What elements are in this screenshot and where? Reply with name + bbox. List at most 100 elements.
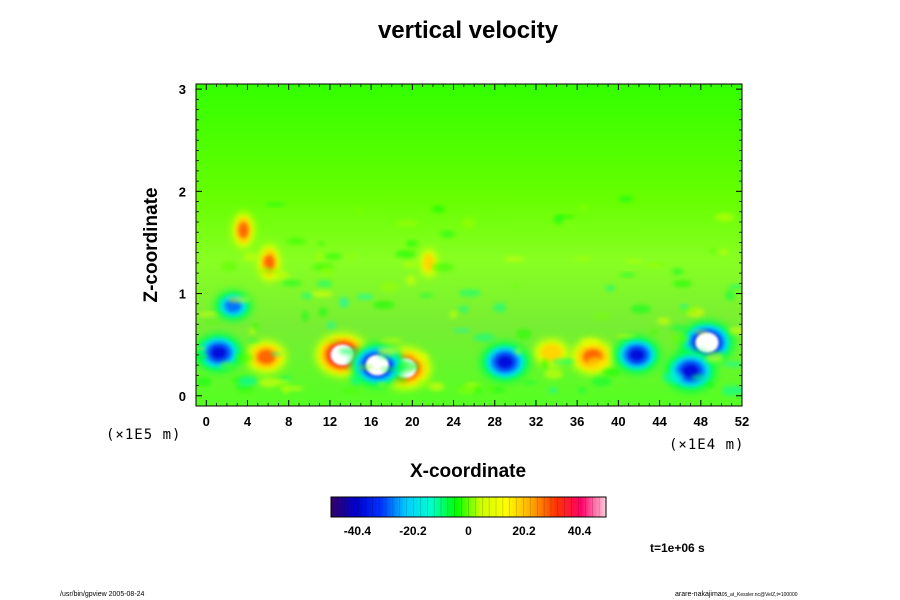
field-turbulence <box>586 357 605 368</box>
field-contour <box>628 348 646 362</box>
field-turbulence <box>515 329 532 340</box>
field-turbulence <box>593 313 611 320</box>
footer-right-main: arare-nakajima <box>675 591 722 598</box>
field-turbulence <box>727 284 742 289</box>
field-turbulence <box>316 280 333 288</box>
x-tick-label: 16 <box>364 414 378 429</box>
colorbar-tick-label: -20.2 <box>399 524 427 538</box>
field-turbulence <box>314 252 324 262</box>
x-tick-label: 28 <box>488 414 502 429</box>
field-turbulence <box>503 256 526 262</box>
colorbar-ticks: -40.4 -20.2 0 20.2 40.4 <box>344 524 592 538</box>
time-label: t=1e+06 s <box>650 541 705 555</box>
field-turbulence <box>544 369 563 380</box>
field-turbulence <box>512 284 520 288</box>
field-turbulence <box>377 347 399 355</box>
field-turbulence <box>591 376 612 387</box>
colorbar-tick-label: -40.4 <box>344 524 372 538</box>
field-turbulence <box>354 206 364 216</box>
field-turbulence <box>286 237 306 245</box>
y-axis-ticks: 0 1 2 3 <box>179 82 742 404</box>
field-turbulence <box>728 327 742 335</box>
field-contour <box>540 344 563 362</box>
x-tick-label: 0 <box>203 414 210 429</box>
field-turbulence <box>338 297 349 308</box>
field-turbulence <box>347 253 355 260</box>
field-turbulence <box>715 213 735 222</box>
field-turbulence <box>227 296 251 303</box>
footer-left: /usr/bin/gpview 2005-08-24 <box>60 591 145 598</box>
field-turbulence <box>349 374 362 383</box>
field-turbulence <box>248 328 256 335</box>
field-turbulence <box>486 384 496 392</box>
field-turbulence <box>301 292 314 299</box>
field-turbulence <box>458 289 481 297</box>
field-turbulence <box>416 379 434 387</box>
field-turbulence <box>318 241 325 246</box>
field-turbulence <box>577 204 590 211</box>
field-turbulence <box>398 383 409 387</box>
x-tick-label: 36 <box>570 414 584 429</box>
field-turbulence <box>302 310 309 322</box>
field-turbulence <box>341 387 361 394</box>
x-scale-label: (×1E4 m) <box>669 437 744 453</box>
field-turbulence <box>310 291 333 297</box>
field-turbulence <box>318 307 328 317</box>
y-tick-label: 0 <box>179 389 186 404</box>
field-turbulence <box>691 374 707 381</box>
field-feature-updraft <box>420 248 438 278</box>
field-turbulence <box>246 339 260 343</box>
field-turbulence <box>605 284 616 292</box>
field-turbulence <box>678 307 698 314</box>
field-turbulence <box>414 353 429 361</box>
field-feature-downdraft <box>196 333 243 373</box>
field-feature-downdraft <box>214 290 253 322</box>
field-turbulence <box>397 377 408 382</box>
field-turbulence <box>196 346 207 351</box>
field-turbulence <box>396 361 420 372</box>
field-turbulence <box>278 381 291 389</box>
x-tick-label: 40 <box>611 414 625 429</box>
colorbar-stripes <box>330 497 607 517</box>
footer-right: arare-nakajima05_at_Kessler.nc@VelZ,t=10… <box>675 591 798 598</box>
field-turbulence <box>338 347 358 355</box>
footer-right-detail: 05_at_Kessler.nc@VelZ,t=100000 <box>722 592 798 598</box>
field-contour <box>496 355 514 369</box>
field-turbulence <box>379 338 402 344</box>
field-turbulence <box>662 371 685 383</box>
field-turbulence <box>431 205 446 213</box>
field-turbulence <box>670 334 689 344</box>
field-turbulence <box>221 261 238 272</box>
field-turbulence <box>320 266 334 277</box>
field-turbulence <box>580 337 600 347</box>
field-turbulence <box>327 321 336 330</box>
field-turbulence <box>259 378 280 388</box>
field-turbulence <box>395 250 416 258</box>
field-turbulence <box>708 248 717 254</box>
field-turbulence <box>405 275 417 286</box>
x-tick-label: 44 <box>652 414 667 429</box>
field-saturated-core <box>695 332 719 353</box>
field-contour <box>257 349 276 365</box>
field-turbulence <box>492 387 505 393</box>
colorbar-tick-label: 20.2 <box>512 524 536 538</box>
colorbar-tick-label: 0 <box>465 524 472 538</box>
field-turbulence <box>670 324 688 331</box>
x-axis-label: X-coordinate <box>410 461 526 482</box>
field-feature-updraft <box>245 340 287 374</box>
field-turbulence <box>705 353 724 363</box>
field-turbulence <box>274 379 293 383</box>
field-turbulence <box>449 310 458 319</box>
field-turbulence <box>396 220 418 227</box>
field-feature-downdraft <box>613 335 661 374</box>
field-turbulence <box>601 368 621 376</box>
field-turbulence <box>196 350 208 362</box>
field-turbulence <box>257 268 281 274</box>
field-turbulence <box>419 293 434 298</box>
colorbar-tick-label: 40.4 <box>568 524 592 538</box>
field-turbulence <box>356 365 373 370</box>
field-turbulence <box>648 329 660 335</box>
field-turbulence <box>235 352 254 364</box>
